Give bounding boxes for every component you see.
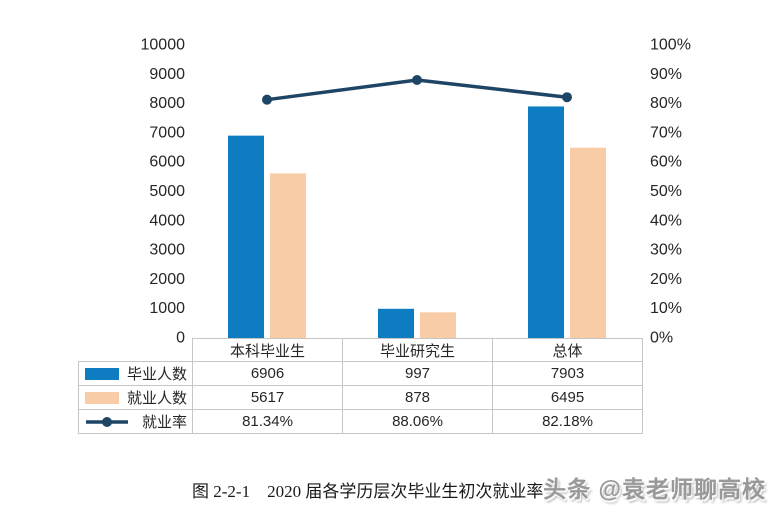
right-axis-tick: 0% <box>650 330 673 346</box>
table-corner-cell <box>79 339 193 362</box>
line-marker <box>562 92 572 103</box>
right-axis-tick: 80% <box>650 95 682 112</box>
left-axis-tick: 6000 <box>149 154 185 171</box>
bar-就业人数 <box>420 312 456 338</box>
left-axis-tick: 0 <box>176 330 185 346</box>
legend-label: 就业率 <box>141 414 187 431</box>
right-axis-tick: 20% <box>650 271 682 288</box>
right-axis-tick: 30% <box>650 242 682 259</box>
category-header: 本科毕业生 <box>192 338 343 362</box>
category-header: 总体 <box>492 338 643 362</box>
right-axis-tick: 40% <box>650 212 682 229</box>
left-axis-tick: 2000 <box>149 271 185 288</box>
left-axis-tick: 9000 <box>149 66 185 83</box>
right-axis-tick: 50% <box>650 183 682 200</box>
right-axis-tick: 60% <box>650 154 682 171</box>
legend-cell: 毕业人数 <box>82 363 189 384</box>
right-axis-tick: 100% <box>650 37 691 54</box>
table-value-cell: 88.06% <box>342 409 493 434</box>
left-axis-tick: 7000 <box>149 124 185 141</box>
table-value-cell: 997 <box>342 361 493 386</box>
bar-毕业人数 <box>378 308 414 338</box>
bar-毕业人数 <box>228 135 264 338</box>
category-header: 毕业研究生 <box>342 338 493 362</box>
watermark: 头条 @袁老师聊高校 <box>543 476 766 502</box>
left-axis-tick: 3000 <box>149 242 185 259</box>
table-value-cell: 7903 <box>492 361 643 386</box>
line-marker <box>262 94 272 105</box>
table-value-cell: 6495 <box>492 385 643 410</box>
legend-label: 就业人数 <box>126 390 187 407</box>
figure-caption: 图 2-2-1 2020 届各学历层次毕业生初次就业率 <box>192 482 544 501</box>
bar-毕业人数 <box>528 106 564 338</box>
left-axis-tick: 4000 <box>149 212 185 229</box>
right-axis-tick: 10% <box>650 300 682 317</box>
employment-rate-line-icon <box>86 416 128 427</box>
data-table: 本科毕业生 毕业研究生 总体 毕业人数 6906 997 7903 就业人数 5617 878 6… <box>78 338 643 434</box>
table-value-cell: 6906 <box>192 361 343 386</box>
line-marker <box>412 74 422 85</box>
table-value-cell: 878 <box>342 385 493 410</box>
combo-chart: 0 1000 2000 3000 4000 5000 6000 7000 8000 9000 100… <box>141 37 691 346</box>
table-row: 就业人数 5617 878 6495 <box>78 385 643 410</box>
table-value-cell: 81.34% <box>192 409 343 434</box>
left-axis-tick: 5000 <box>149 183 185 200</box>
bar-就业人数 <box>570 147 606 338</box>
left-axis-tick: 8000 <box>149 95 185 112</box>
table-row: 毕业人数 6906 997 7903 <box>78 361 643 386</box>
table-header-row: 本科毕业生 毕业研究生 总体 <box>79 338 643 362</box>
left-axis-tick: 10000 <box>141 37 186 54</box>
legend-cell: 就业率 <box>82 411 189 432</box>
table-value-cell: 82.18% <box>492 409 643 434</box>
bar-就业人数 <box>270 173 306 338</box>
table-value-cell: 5617 <box>192 385 343 410</box>
legend-label: 毕业人数 <box>126 366 187 383</box>
legend-cell: 就业人数 <box>82 387 189 408</box>
left-axis-tick: 1000 <box>149 300 185 317</box>
就业人数-swatch-icon <box>85 391 119 404</box>
毕业人数-swatch-icon <box>85 367 119 380</box>
right-axis-tick: 70% <box>650 124 682 141</box>
right-axis-tick: 90% <box>650 66 682 83</box>
table-row: 就业率 81.34% 88.06% 82.18% <box>78 409 643 434</box>
